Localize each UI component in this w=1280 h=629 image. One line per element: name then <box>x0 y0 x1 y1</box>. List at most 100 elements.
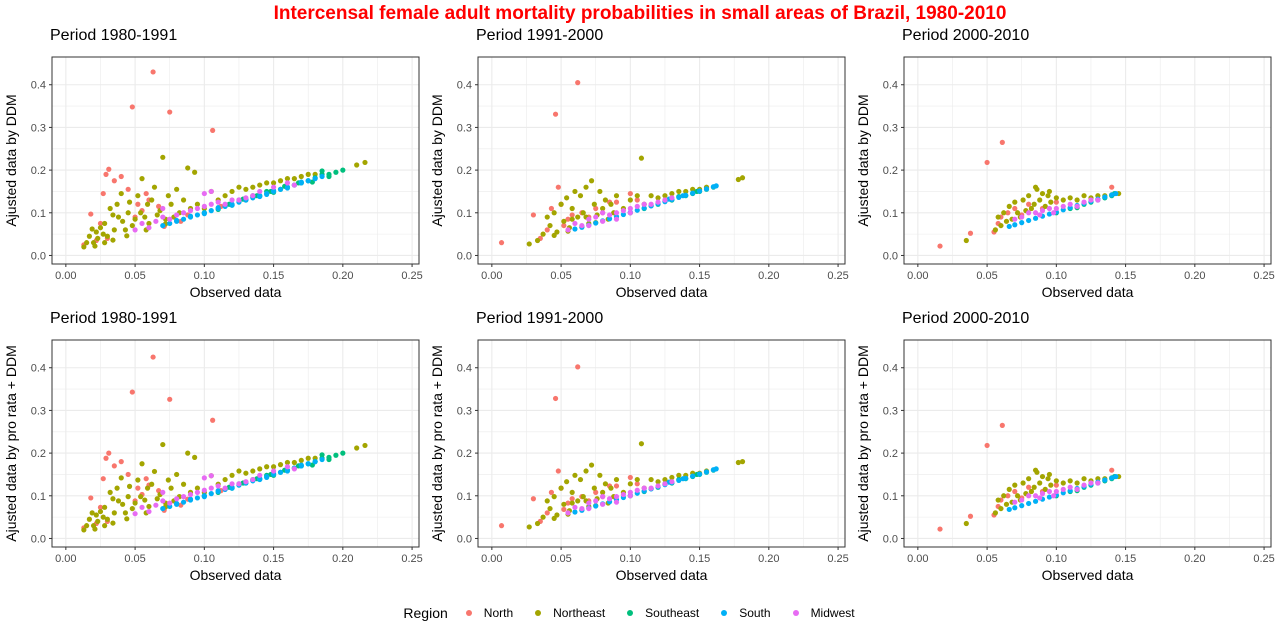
data-point-south <box>187 496 194 502</box>
data-point-northeast <box>102 220 108 227</box>
data-point-south <box>312 459 318 465</box>
data-point-northeast <box>118 475 124 481</box>
data-point-south <box>620 211 627 218</box>
data-point-midwest <box>1039 491 1046 497</box>
data-point-midwest <box>1050 493 1057 499</box>
data-point-south <box>1006 506 1012 513</box>
data-point-northeast <box>1020 197 1026 203</box>
data-point-midwest <box>153 502 159 508</box>
data-point-north <box>530 496 536 502</box>
data-point-northeast <box>963 520 969 527</box>
data-point-midwest <box>257 472 263 478</box>
data-point-northeast <box>160 441 166 448</box>
data-point-northeast <box>1053 195 1059 201</box>
data-point-north <box>129 389 135 395</box>
data-point-northeast <box>185 450 191 456</box>
data-point-north <box>103 455 109 461</box>
data-point-north <box>937 526 943 532</box>
data-point-southeast <box>333 452 339 458</box>
data-point-northeast <box>362 442 368 449</box>
chart-title: Intercensal female adult mortality proba… <box>273 3 1007 24</box>
scatter-plot: 0.00 0.05 0.10 0.15 0.20 0.25 0.0 0.1 0.2 0.3 0.4 O… <box>3 56 423 300</box>
legend-item-southeast: Southeast <box>627 606 699 620</box>
data-point-north <box>135 485 141 491</box>
data-point-north <box>984 442 990 449</box>
data-point-south <box>690 190 696 196</box>
data-point-midwest <box>291 182 297 188</box>
data-point-northeast <box>544 498 550 504</box>
data-point-north <box>565 500 571 506</box>
data-point-midwest <box>1012 499 1018 505</box>
data-point-northeast <box>97 225 104 231</box>
data-point-north <box>1053 482 1059 488</box>
data-point-northeast <box>264 180 270 186</box>
data-point-northeast <box>1060 197 1066 203</box>
data-point-midwest <box>167 216 173 222</box>
legend-title: Region <box>403 605 448 621</box>
data-point-south <box>319 456 325 463</box>
data-point-midwest <box>634 487 640 493</box>
data-point-northeast <box>608 201 614 207</box>
data-point-midwest <box>1046 205 1053 212</box>
data-point-north <box>575 80 581 86</box>
data-point-northeast <box>92 526 98 532</box>
data-point-northeast <box>124 233 130 239</box>
data-point-northeast <box>1053 478 1059 484</box>
data-point-northeast <box>229 472 235 478</box>
data-point-northeast <box>222 193 228 199</box>
x-tick-label: 0.25 <box>1253 553 1274 565</box>
data-point-north <box>548 205 554 212</box>
data-point-northeast <box>613 476 620 483</box>
data-point-northeast <box>192 454 198 460</box>
data-point-northeast <box>110 520 116 526</box>
x-tick-label: 0.05 <box>976 270 997 282</box>
data-point-northeast <box>540 514 546 520</box>
data-point-northeast <box>298 173 304 180</box>
data-point-midwest <box>250 193 256 199</box>
data-point-south <box>713 183 719 189</box>
data-point-north <box>1026 484 1032 490</box>
data-point-north <box>1109 467 1115 473</box>
data-point-northeast <box>114 485 120 491</box>
data-point-south <box>277 186 284 192</box>
x-tick-label: 0.10 <box>194 553 215 565</box>
x-tick-label: 0.00 <box>55 553 76 565</box>
data-point-northeast <box>138 494 144 500</box>
data-point-midwest <box>641 201 647 207</box>
data-point-north <box>593 205 599 212</box>
data-point-northeast <box>257 466 263 472</box>
data-point-northeast <box>1042 203 1048 209</box>
data-point-south <box>160 222 166 229</box>
data-point-northeast <box>168 201 174 207</box>
x-tick-label: 0.10 <box>1046 270 1067 282</box>
data-point-north <box>1012 488 1018 495</box>
data-point-northeast <box>600 205 606 212</box>
data-point-midwest <box>1067 484 1073 490</box>
data-point-midwest <box>243 479 249 485</box>
data-point-northeast <box>551 515 557 522</box>
x-axis-label: Observed data <box>190 284 282 300</box>
data-point-north <box>967 230 974 236</box>
data-point-north <box>555 468 561 474</box>
data-point-northeast <box>165 193 171 199</box>
data-point-midwest <box>593 214 599 220</box>
data-point-south <box>680 476 686 482</box>
data-point-northeast <box>572 472 578 478</box>
y-axis-label: Ajusted data by pro rata + DDM <box>855 345 871 542</box>
data-point-northeast <box>144 485 151 491</box>
data-point-northeast <box>250 184 256 190</box>
data-point-midwest <box>1081 482 1087 488</box>
y-tick-label: 0.1 <box>31 491 46 503</box>
data-point-northeast <box>544 214 550 220</box>
data-point-northeast <box>600 489 606 495</box>
data-point-south <box>676 477 682 484</box>
scatter-panel-4: Period 1980-1991 0.00 0.05 0.10 0.15 0.20 0.25… <box>2 310 427 600</box>
data-point-south <box>194 495 201 501</box>
data-point-north <box>111 463 117 469</box>
data-point-north <box>1005 210 1011 216</box>
data-point-northeast <box>1042 486 1048 492</box>
data-point-south <box>201 211 207 217</box>
data-point-northeast <box>102 240 108 246</box>
data-point-northeast <box>222 476 228 483</box>
data-point-south <box>180 499 187 505</box>
